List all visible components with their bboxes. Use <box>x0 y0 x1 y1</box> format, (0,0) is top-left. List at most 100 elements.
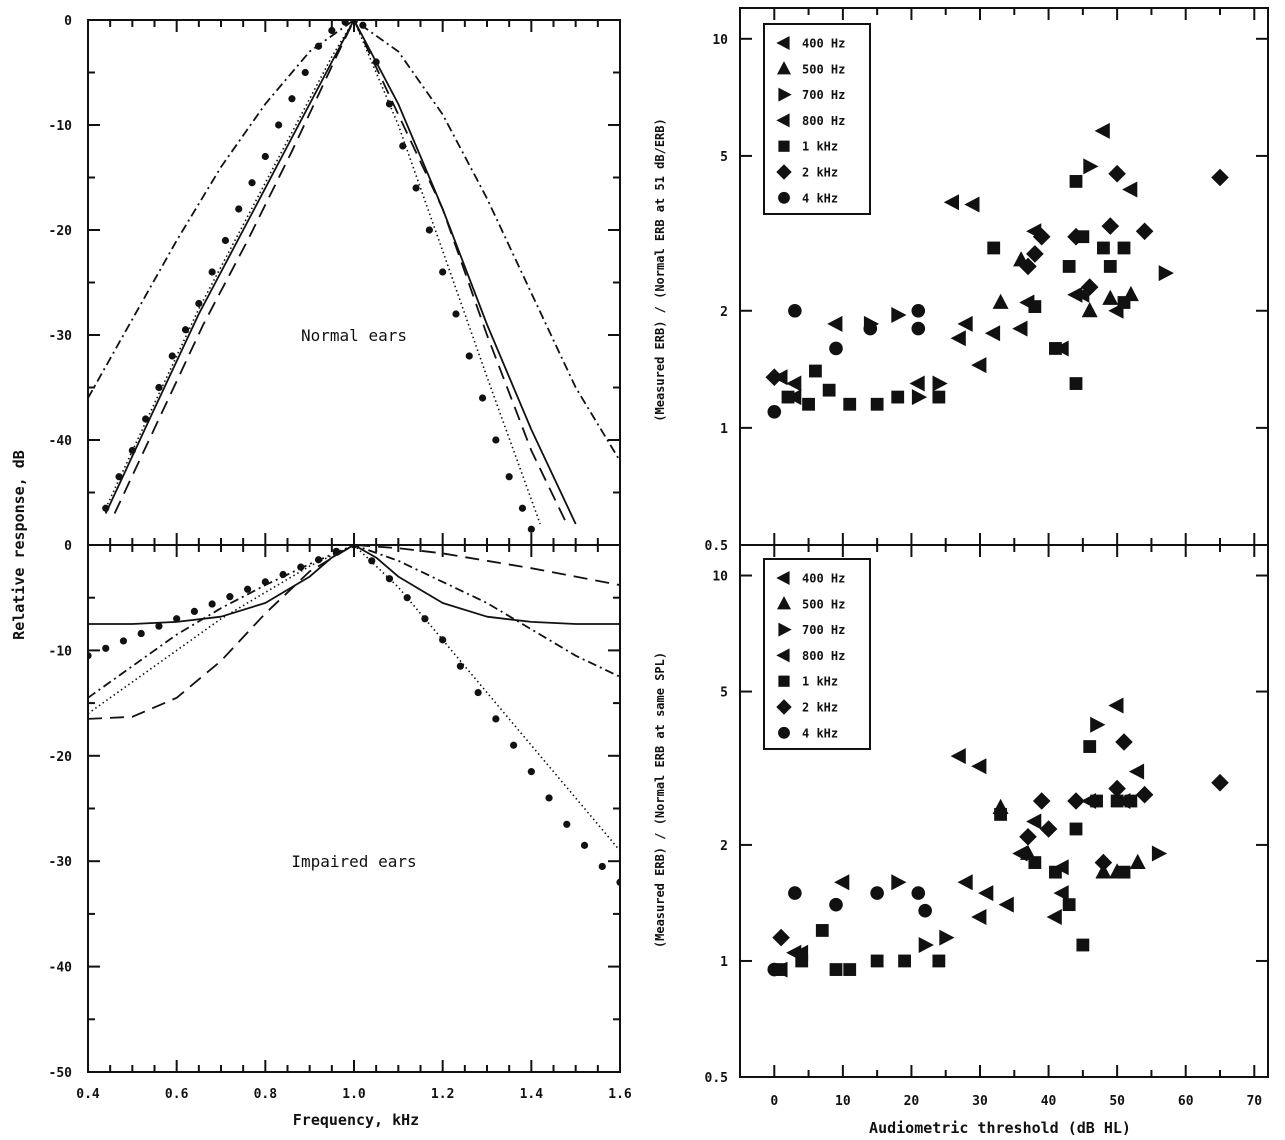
data-point-diamond <box>1211 168 1229 187</box>
data-point-square <box>822 383 836 397</box>
series-line-dash-dot <box>88 20 620 462</box>
data-point-triangle-left <box>971 909 987 925</box>
data-point-triangle-left <box>786 375 802 392</box>
dot-marker <box>314 556 323 564</box>
data-point-circle <box>870 886 884 900</box>
dot-marker <box>208 600 216 608</box>
data-point-triangle-left <box>1108 697 1124 714</box>
data-point-square <box>1103 260 1117 273</box>
dot-marker <box>181 326 190 334</box>
dot-marker <box>350 20 358 24</box>
data-point-triangle-left <box>1122 181 1138 198</box>
right-top-ylabel: (Measured ERB) / (Normal ERB at 51 dB/ER… <box>653 118 667 421</box>
data-point-diamond <box>1032 792 1051 810</box>
dot-marker <box>452 310 460 318</box>
x-tick-label: 1.6 <box>608 1087 632 1102</box>
dot-marker <box>332 547 340 555</box>
data-point-diamond <box>1080 278 1099 296</box>
y-tick-label: -10 <box>49 119 73 134</box>
data-point-square <box>815 924 829 937</box>
data-point-diamond <box>1135 222 1154 241</box>
x-tick-label: 40 <box>1041 1094 1057 1109</box>
data-point-square <box>1062 898 1076 912</box>
data-point-square <box>1124 794 1138 808</box>
series-line-solid <box>88 545 620 625</box>
legend-label: 4 kHz <box>802 726 838 740</box>
data-point-diamond <box>1032 227 1051 246</box>
dot-marker <box>598 862 606 871</box>
data-point-circle <box>829 341 843 356</box>
legend-marker-triangle-right <box>778 87 792 102</box>
data-point-diamond <box>1101 217 1120 235</box>
dot-marker <box>563 820 571 828</box>
legend: 400 Hz 500 Hz 700 Hz 800 Hz 1 kHz 2 kHz 4 kHz <box>763 558 871 750</box>
dot-marker <box>439 636 447 644</box>
dot-marker <box>301 68 309 77</box>
data-point-diamond <box>1019 257 1037 276</box>
data-point-square <box>843 963 857 976</box>
y-tick-label: 2 <box>720 839 728 854</box>
y-tick-label: 2 <box>720 305 728 320</box>
data-point-diamond <box>1211 773 1229 792</box>
data-point-square <box>1083 740 1097 753</box>
data-point-triangle-right <box>911 389 928 406</box>
dot-marker <box>173 615 181 623</box>
dot-marker <box>142 415 150 423</box>
data-point-diamond <box>1067 792 1085 810</box>
data-point-diamond <box>1039 820 1058 838</box>
data-point-circle <box>863 321 878 336</box>
dot-marker <box>235 205 243 213</box>
data-point-diamond <box>1067 227 1085 246</box>
y-tick-label: 5 <box>720 150 728 165</box>
dot-marker <box>518 504 527 512</box>
data-point-square <box>1062 260 1076 273</box>
dot-marker <box>226 593 234 601</box>
left-panel-impaired: 0 -10 -20 -30 -40 -500.4 0.6 0.8 1.0 1.2 1.4 1.6 Imp… <box>49 539 632 1102</box>
data-point-square <box>1049 342 1062 355</box>
legend-marker-triangle-left <box>776 36 790 50</box>
legend-label: 800 Hz <box>802 114 845 128</box>
legend-label: 500 Hz <box>802 597 845 611</box>
data-point-square <box>1069 175 1083 188</box>
data-point-square <box>809 364 822 378</box>
data-point-triangle-up <box>1081 302 1098 318</box>
data-point-square <box>1049 865 1062 879</box>
data-point-circle <box>788 886 802 900</box>
dot-marker <box>545 794 553 802</box>
dot-marker <box>359 21 367 29</box>
legend-marker-diamond <box>776 699 792 715</box>
dot-marker <box>474 688 482 697</box>
dot-marker <box>314 42 323 50</box>
x-tick-label: 1.0 <box>342 1087 366 1102</box>
data-point-triangle-left <box>957 874 973 891</box>
data-point-triangle-up <box>1129 853 1146 869</box>
dot-marker <box>616 878 620 886</box>
y-tick-label: -50 <box>49 1066 73 1081</box>
y-tick-label: -10 <box>49 644 73 659</box>
x-tick-label: 0.4 <box>76 1087 100 1102</box>
legend-label: 2 kHz <box>802 701 838 715</box>
x-tick-label: 0.8 <box>254 1087 278 1102</box>
dot-marker <box>288 95 296 103</box>
dot-marker <box>372 58 380 66</box>
dot-marker <box>439 268 447 276</box>
dot-marker <box>456 662 464 670</box>
dot-marker <box>244 585 252 593</box>
dot-marker <box>137 629 145 638</box>
data-point-square <box>829 963 843 976</box>
right-xlabel: Audiometric threshold (dB HL) <box>869 1119 1131 1137</box>
data-point-triangle-up <box>1020 844 1036 860</box>
data-point-triangle-left <box>984 325 1001 342</box>
data-point-square <box>898 954 911 968</box>
dot-marker <box>492 715 500 723</box>
series-line-dashed <box>88 545 620 720</box>
y-tick-label: 10 <box>712 33 728 48</box>
y-tick-label: -20 <box>49 750 73 765</box>
data-point-square <box>994 808 1007 821</box>
data-point-triangle-right <box>1151 845 1168 862</box>
series-line-dotted <box>88 545 620 852</box>
data-point-triangle-up <box>1102 289 1119 305</box>
legend-marker-square <box>778 675 790 687</box>
legend-marker-circle <box>778 191 790 204</box>
data-point-diamond <box>1026 245 1044 263</box>
